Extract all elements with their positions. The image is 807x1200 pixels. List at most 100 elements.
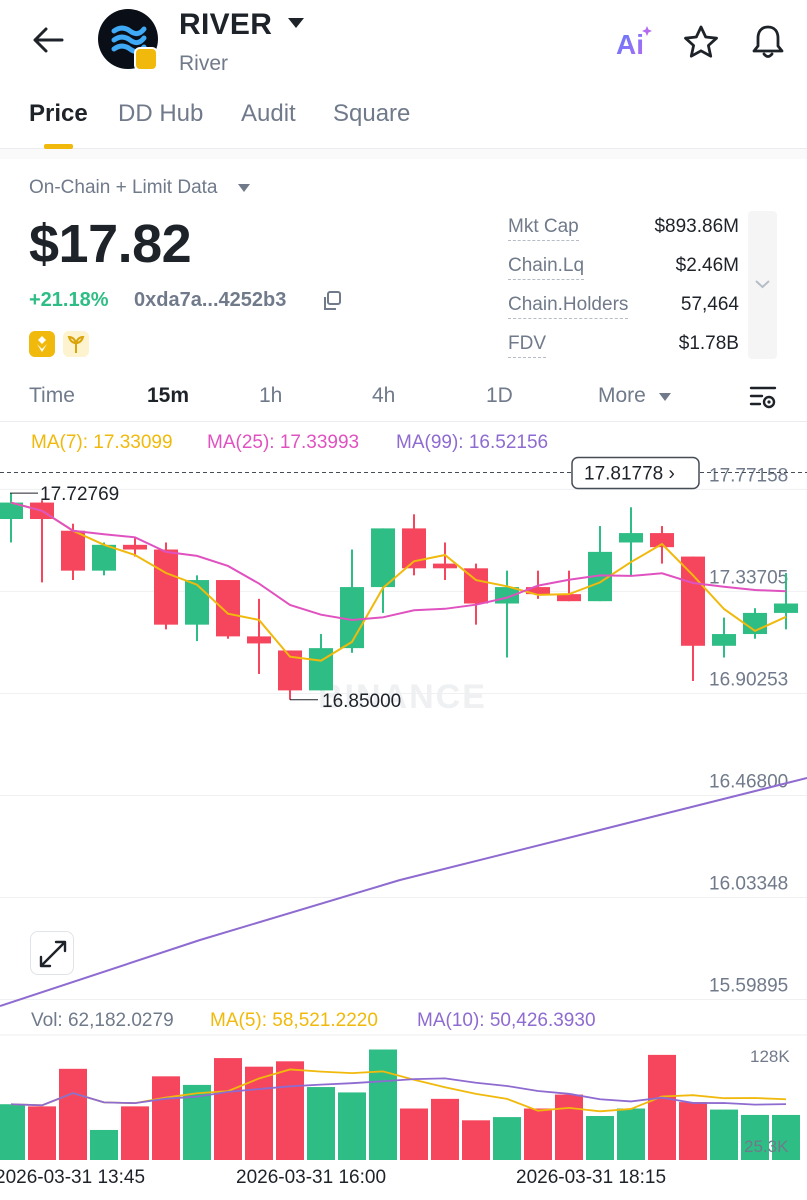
token-dropdown-caret-icon[interactable] <box>288 18 304 28</box>
volume-bar <box>617 1108 645 1160</box>
volume-bar <box>28 1106 56 1160</box>
volume-bar <box>431 1098 459 1160</box>
volume-label: Vol: 62,182.0279 <box>31 1010 174 1031</box>
candle-body[interactable] <box>774 603 798 613</box>
candle-body[interactable] <box>123 544 147 550</box>
stat-label-chain-holders[interactable]: Chain.Holders <box>508 294 629 319</box>
expand-arrows-icon <box>39 940 67 968</box>
volume-bar <box>276 1061 304 1160</box>
volume-bar <box>59 1068 87 1160</box>
tab-price[interactable]: Price <box>29 100 88 127</box>
volume-bar <box>462 1120 490 1160</box>
volume-bar <box>772 1114 800 1160</box>
volume-bar <box>555 1094 583 1160</box>
volume-bar <box>369 1049 397 1160</box>
current-price-tag[interactable] <box>571 456 700 490</box>
stat-label-chain-lq[interactable]: Chain.Lq <box>508 255 585 280</box>
tab-audit[interactable]: Audit <box>241 100 296 127</box>
volume-bar <box>648 1054 676 1160</box>
interval-15m[interactable]: 15m <box>147 384 190 407</box>
candle-body[interactable] <box>681 556 705 646</box>
interval-bar: Time 15m 1h 4h 1D More <box>0 376 807 422</box>
main-tabs: Price DD Hub Audit Square <box>0 92 807 149</box>
current-price: $17.82 <box>29 214 192 274</box>
section-divider <box>0 149 807 159</box>
data-mode-selector[interactable]: On-Chain + Limit Data <box>29 177 218 198</box>
tab-dd-hub[interactable]: DD Hub <box>118 100 204 127</box>
stat-label-fdv[interactable]: FDV <box>508 333 546 358</box>
current-price-tag-label: 17.81778 › <box>584 464 675 485</box>
stat-value-chain-holders: 57,464 <box>680 294 739 315</box>
volume-bar <box>493 1117 521 1160</box>
candle-body[interactable] <box>650 533 674 548</box>
token-symbol[interactable]: RIVER <box>179 8 273 41</box>
candle-body[interactable] <box>154 549 178 625</box>
header: RIVER River Ai <box>0 0 807 85</box>
candle-body[interactable] <box>247 636 271 644</box>
volume-bar <box>524 1108 552 1160</box>
ma7-line <box>10 501 787 662</box>
low-marker-label: 16.85000 <box>322 691 401 712</box>
candle-body[interactable] <box>0 502 23 519</box>
candle-body[interactable] <box>619 533 643 543</box>
volume-bar <box>586 1116 614 1160</box>
active-tab-indicator <box>44 144 73 149</box>
candle-body[interactable] <box>433 563 457 569</box>
interval-time[interactable]: Time <box>29 384 75 407</box>
ai-icon[interactable]: Ai <box>614 24 654 58</box>
binance-watermark: BINANCE <box>318 678 487 716</box>
candle-body[interactable] <box>526 587 550 595</box>
data-mode-caret-icon[interactable] <box>238 184 250 192</box>
volume-axis-label: 25.3K <box>744 1137 789 1156</box>
candle-body[interactable] <box>371 528 395 588</box>
tab-square[interactable]: Square <box>333 100 411 127</box>
volume-ma10-label: MA(10): 50,426.3930 <box>417 1010 596 1031</box>
candle-body[interactable] <box>712 634 736 646</box>
volume-bar <box>741 1114 769 1160</box>
bell-icon[interactable] <box>750 22 786 60</box>
volume-bar <box>307 1087 335 1160</box>
stats-expand-button[interactable] <box>748 211 777 359</box>
candle-body[interactable] <box>92 544 116 571</box>
bnb-chain-badge-icon <box>134 47 158 71</box>
volume-bar <box>679 1102 707 1160</box>
stat-value-mkt-cap: $893.86M <box>654 216 739 237</box>
volume-bar <box>245 1066 273 1160</box>
candlestick-chart[interactable]: 17.77158 17.33705 16.90253 16.46800 16.03348… <box>0 420 807 1200</box>
y-axis-label: 16.46800 <box>709 771 788 792</box>
more-caret-icon[interactable] <box>659 393 671 401</box>
interval-1d[interactable]: 1D <box>486 384 513 407</box>
y-axis-label: 16.03348 <box>709 873 788 894</box>
stat-value-chain-lq: $2.46M <box>675 255 739 276</box>
ma25-line <box>10 501 787 621</box>
candle-body[interactable] <box>557 594 581 602</box>
star-icon[interactable] <box>682 24 720 60</box>
chevron-down-icon <box>755 280 770 289</box>
interval-4h[interactable]: 4h <box>372 384 396 407</box>
y-axis-label: 17.77158 <box>709 465 788 486</box>
interval-1h[interactable]: 1h <box>259 384 283 407</box>
sprout-tag-icon <box>63 331 89 357</box>
candle-body[interactable] <box>61 530 85 571</box>
volume-bar <box>0 1104 25 1160</box>
x-axis-label: 2026-03-31 18:15 <box>516 1167 666 1188</box>
volume-ma10-line <box>10 1077 787 1107</box>
fullscreen-button[interactable] <box>30 931 74 975</box>
volume-bar <box>214 1058 242 1160</box>
chart-settings-icon[interactable] <box>748 382 778 412</box>
candle-body[interactable] <box>216 580 240 637</box>
high-marker-label: 17.72769 <box>40 484 119 505</box>
ma99-line <box>0 777 807 1007</box>
x-axis-label: 2026-03-31 16:00 <box>236 1167 386 1188</box>
contract-address: 0xda7a...4252b3 <box>134 289 287 311</box>
volume-ma5-label: MA(5): 58,521.2220 <box>210 1010 378 1031</box>
price-change: +21.18% <box>29 289 109 311</box>
back-arrow-icon[interactable] <box>30 24 66 56</box>
ma7-label: MA(7): 17.33099 <box>31 432 173 453</box>
stat-value-fdv: $1.78B <box>678 333 739 354</box>
interval-more[interactable]: More <box>598 384 646 407</box>
volume-bar <box>710 1109 738 1160</box>
copy-icon[interactable] <box>321 290 343 312</box>
candle-body[interactable] <box>185 580 209 625</box>
stat-label-mkt-cap[interactable]: Mkt Cap <box>508 216 579 241</box>
